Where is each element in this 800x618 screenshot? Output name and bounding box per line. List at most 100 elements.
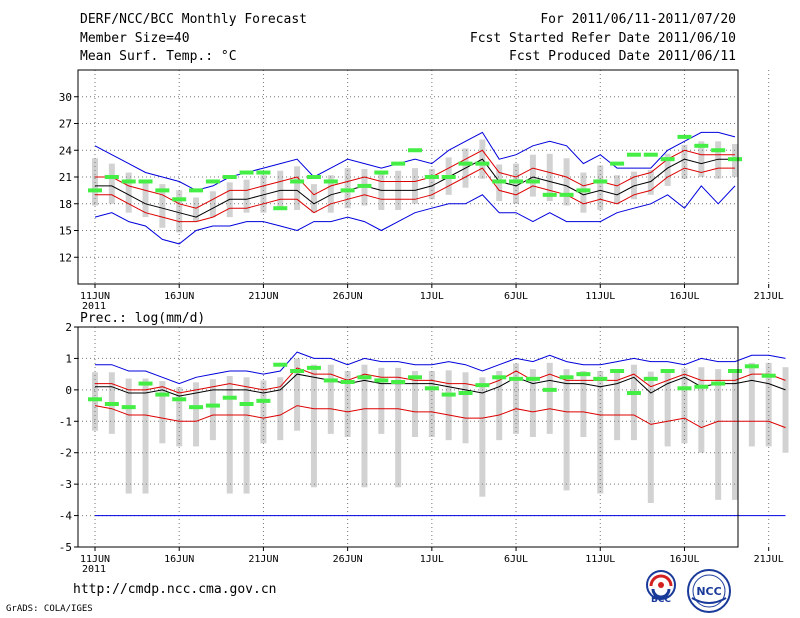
prec-y-tick-label: -3 (59, 478, 72, 491)
temp-obs-marker (525, 179, 540, 184)
temp-lower-line (95, 167, 735, 223)
prec-obs-marker (424, 386, 439, 391)
prec-y-tick-label: -1 (59, 415, 72, 428)
temp-obs-marker (694, 143, 709, 148)
temp-obs-marker (306, 175, 321, 179)
temperature-panel: 12 15 18 21 24 27 30 11JUN 16JUN 21JUN 26JUN 1JUL 6J… (59, 69, 784, 312)
temp-x-tick-label: 11JUL (585, 291, 615, 302)
prec-obs-marker (138, 381, 153, 386)
forecast-period: For 2011/06/11-2011/07/20 (540, 12, 736, 27)
prec-spread-bar (580, 371, 587, 437)
temp-spread-bar (108, 163, 115, 204)
prec-spread-bar (496, 371, 503, 441)
temp-spread-bar (260, 175, 267, 213)
prec-obs-marker (189, 405, 204, 410)
prec-y-tick-label: -5 (59, 541, 72, 554)
temp-spread-bar (513, 163, 520, 204)
prec-obs-marker (323, 378, 338, 383)
prec-spread-bar (782, 367, 789, 453)
prec-obs-marker (88, 397, 102, 402)
prec-obs-marker (576, 372, 591, 377)
prec-obs-marker (374, 378, 389, 383)
temp-spread-bar (193, 197, 200, 222)
prec-x-tick-label: 21JUN (248, 554, 278, 565)
prec-obs-marker (660, 369, 675, 373)
bcc-logo-label: BCC (650, 595, 672, 605)
prec-obs-marker (306, 365, 321, 370)
prec-spread-bar (698, 367, 705, 453)
temp-obs-marker (239, 170, 254, 175)
temp-obs-marker (391, 161, 406, 166)
temp-spread-bar (209, 191, 216, 218)
temp-obs-marker (492, 179, 507, 184)
prec-obs-marker (626, 391, 641, 395)
temp-upper-line (95, 149, 735, 209)
temp-y-tick-label: 21 (59, 171, 72, 184)
prec-obs-marker (610, 369, 625, 373)
prec-obs-marker (525, 376, 540, 381)
source-url[interactable]: http://cmdp.ncc.cma.gov.cn (73, 582, 277, 597)
prec-spread-bar (748, 362, 755, 447)
prec-spread-bar (92, 372, 98, 431)
prec-obs-marker (256, 398, 271, 403)
prec-obs-marker (340, 380, 355, 384)
temp-spread-bar (176, 190, 183, 233)
prec-obs-marker (677, 386, 692, 391)
prec-spread-bar (664, 369, 671, 447)
temp-obs-marker (104, 175, 119, 179)
prec-lower-line (94, 405, 786, 429)
bcc-logo: BCC (641, 568, 681, 616)
grads-credit: GrADS: COLA/IGES (6, 604, 93, 614)
prec-y-tick-label: 1 (65, 352, 72, 365)
temp-spread-bar (159, 184, 166, 228)
temp-spread-bar (647, 169, 654, 195)
prec-spread-bar (715, 369, 722, 500)
prec-obs-marker (761, 373, 776, 378)
temp-obs-marker (728, 157, 742, 162)
prec-obs-marker (172, 397, 187, 402)
prec-x-tick-label: 16JUN (164, 554, 194, 565)
prec-spread-bar (193, 382, 200, 447)
temp-obs-marker (424, 175, 439, 179)
temp-obs-marker (121, 179, 136, 184)
temp-obs-marker (340, 188, 355, 193)
temp-obs-marker (290, 179, 305, 184)
prec-x-tick-label: 6JUL (504, 554, 528, 565)
prec-panel-title: Prec.: log(mm/d) (80, 311, 205, 326)
temp-obs-marker (610, 161, 625, 166)
temp-obs-marker (155, 188, 170, 193)
temp-obs-marker (626, 152, 641, 157)
temp-obs-marker (559, 192, 574, 197)
prec-spread-bar (310, 364, 317, 488)
temp-obs-marker (677, 134, 692, 139)
prec-obs-marker (492, 375, 507, 380)
temp-obs-marker (172, 197, 187, 202)
temp-y-tick-label: 15 (59, 225, 72, 238)
temp-min-line (94, 185, 736, 245)
prec-spread-bar (445, 370, 452, 441)
ncc-logo: NCC (686, 568, 732, 618)
fcst-produced-date: Fcst Produced Date 2011/06/11 (509, 49, 736, 64)
prec-spread-bar (732, 369, 738, 500)
temp-obs-marker (441, 175, 456, 179)
prec-obs-marker (643, 376, 658, 381)
prec-obs-marker (744, 364, 759, 369)
prec-obs-marker (509, 376, 524, 381)
temp-y-tick-label: 27 (59, 118, 72, 131)
temp-obs-marker (593, 179, 608, 184)
temp-spread-bar (344, 168, 351, 209)
prec-spread-bar (378, 367, 385, 434)
temp-y-tick-label: 30 (59, 91, 72, 104)
prec-x-tick-label: 11JUL (585, 554, 615, 565)
prec-obs-marker (290, 369, 305, 373)
prec-x-tick-label: 11JUN (80, 554, 110, 565)
prec-spread-bar (681, 368, 688, 444)
prec-spread-bar (462, 372, 469, 444)
temp-x-tick-label: 1JUL (420, 291, 444, 302)
temp-obs-marker (138, 179, 153, 184)
prec-spread-bar (395, 367, 402, 488)
variable-label: Mean Surf. Temp.: °C (80, 49, 237, 64)
temp-spread-bar (698, 141, 705, 177)
temp-frame (77, 69, 739, 285)
